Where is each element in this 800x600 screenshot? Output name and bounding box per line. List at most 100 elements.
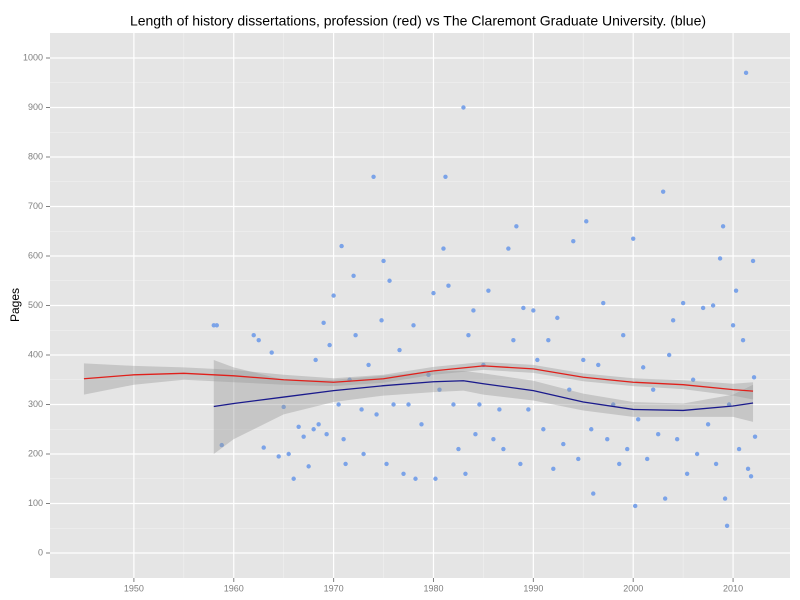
point <box>437 387 442 392</box>
x-tick-label: 1970 <box>324 583 344 593</box>
smooth-line <box>213 380 754 412</box>
point <box>461 105 466 110</box>
point <box>745 466 751 472</box>
point <box>366 362 371 368</box>
y-tick-label: 800 <box>28 151 43 161</box>
point <box>381 258 386 264</box>
point <box>339 243 344 249</box>
point <box>650 387 656 392</box>
point <box>486 288 491 293</box>
point <box>581 357 586 363</box>
point <box>531 308 536 313</box>
point <box>640 365 646 370</box>
confidence-band <box>213 359 754 455</box>
point <box>471 308 476 313</box>
point <box>611 402 616 407</box>
chart-title: Length of history dissertations, profess… <box>130 13 706 29</box>
point <box>311 427 316 432</box>
point <box>276 454 281 459</box>
point <box>361 451 366 457</box>
point <box>740 337 746 343</box>
point <box>353 333 358 338</box>
x-tick-label: 2010 <box>723 583 743 593</box>
point <box>446 283 451 288</box>
point <box>730 323 736 328</box>
y-tick-label: 400 <box>28 349 43 359</box>
point <box>214 323 219 328</box>
point <box>526 407 531 412</box>
point <box>605 436 610 442</box>
point <box>413 476 418 481</box>
point <box>733 288 739 293</box>
point <box>306 464 311 469</box>
point <box>751 375 757 380</box>
point <box>541 427 546 432</box>
point <box>736 446 742 452</box>
point <box>625 446 630 452</box>
point <box>561 441 566 447</box>
point <box>281 404 286 410</box>
point <box>316 422 321 427</box>
point <box>433 476 438 481</box>
point <box>443 174 448 179</box>
point <box>431 290 436 296</box>
point <box>401 471 406 477</box>
point <box>371 174 376 179</box>
point <box>506 246 511 251</box>
point <box>379 318 384 323</box>
point <box>296 424 301 429</box>
point <box>722 496 728 501</box>
point <box>743 70 749 76</box>
point <box>752 434 758 439</box>
point <box>670 318 676 323</box>
point <box>591 491 596 496</box>
y-axis-label: Pages <box>8 288 22 322</box>
point <box>291 476 296 481</box>
point <box>710 303 716 308</box>
point <box>546 337 551 343</box>
point <box>660 189 666 194</box>
y-tick-label: 500 <box>28 300 43 310</box>
point <box>463 471 468 477</box>
point <box>705 422 711 427</box>
point <box>384 461 389 467</box>
point <box>700 305 706 311</box>
point <box>501 446 506 452</box>
point <box>518 461 523 467</box>
point <box>713 461 719 467</box>
point <box>351 273 356 278</box>
point <box>589 427 594 432</box>
point <box>491 436 496 442</box>
point <box>584 219 589 224</box>
point <box>511 337 516 343</box>
x-tick-label: 1980 <box>423 583 443 593</box>
point <box>419 422 424 427</box>
point <box>633 503 638 509</box>
point <box>343 461 348 467</box>
point <box>576 456 581 462</box>
point <box>555 315 560 321</box>
point <box>269 350 274 355</box>
point <box>644 456 650 462</box>
point <box>374 412 379 417</box>
point <box>219 442 224 448</box>
point <box>331 293 336 298</box>
point <box>261 445 266 450</box>
y-tick-label: 1000 <box>23 52 43 62</box>
point <box>621 333 626 338</box>
point <box>617 461 622 467</box>
point <box>750 258 756 264</box>
point <box>521 305 526 311</box>
y-tick-label: 600 <box>28 250 43 260</box>
x-tick-label: 1950 <box>124 583 144 593</box>
point <box>387 278 392 283</box>
point <box>451 402 456 407</box>
point <box>251 333 256 338</box>
point <box>690 377 696 382</box>
x-tick-label: 2000 <box>623 583 643 593</box>
point <box>601 300 606 306</box>
point <box>441 246 446 251</box>
point <box>631 236 636 241</box>
y-tick-label: 900 <box>28 102 43 112</box>
point <box>567 387 572 392</box>
